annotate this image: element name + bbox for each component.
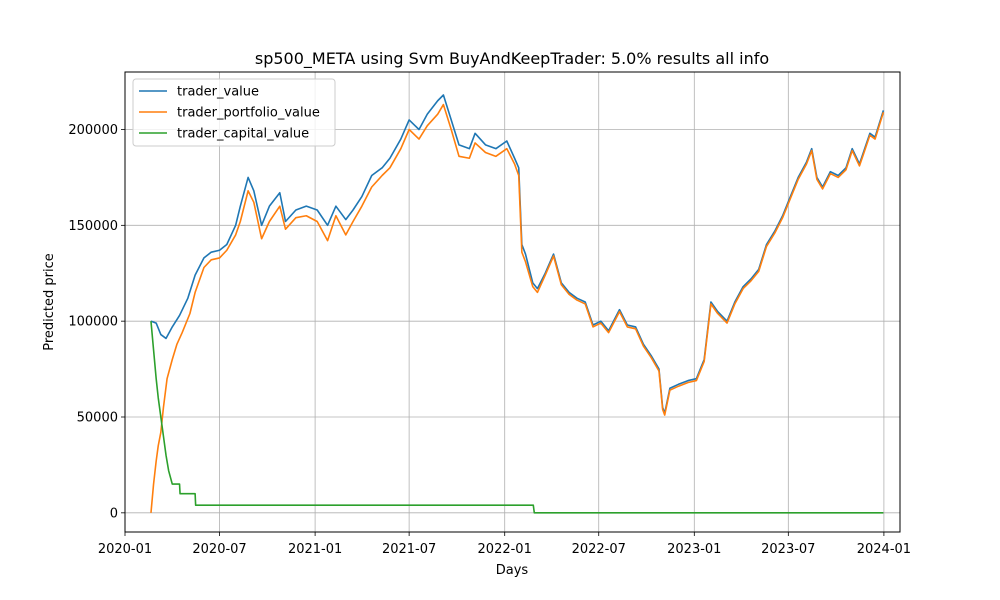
axis-ticks: 2020-01 2020-07 2021-01 2021-07 2022-01 2022-… [68, 123, 911, 557]
y-tick-label: 0 [110, 506, 118, 521]
legend-label-trader-portfolio-value: trader_portfolio_value [177, 106, 320, 121]
x-axis-title: Days [496, 563, 529, 578]
y-tick-label: 200000 [68, 123, 118, 138]
series-line-trader-value [150, 94, 885, 414]
x-tick-label: 2021-01 [288, 542, 342, 557]
y-tick-label: 150000 [68, 219, 118, 234]
x-tick-label: 2022-07 [572, 542, 626, 557]
x-tick-label: 2023-07 [761, 542, 815, 557]
x-tick-label: 2023-01 [667, 542, 721, 557]
legend-label-trader-value: trader_value [177, 85, 259, 100]
legend-box [132, 78, 336, 147]
y-tick-label: 100000 [68, 315, 118, 330]
legend-label-trader-capital-value: trader_capital_value [177, 127, 309, 142]
y-tick-label: 50000 [77, 411, 118, 426]
series-line-trader-capital-value [150, 321, 884, 514]
x-tick-label: 2022-01 [478, 542, 532, 557]
plot-area-frame [124, 71, 901, 533]
chart-title: sp500_META using Svm BuyAndKeepTrader: 5… [255, 49, 769, 69]
x-tick-label: 2020-01 [98, 542, 152, 557]
y-axis-title: Predicted price [42, 253, 57, 351]
legend: trader_value trader_portfolio_valuetrader… [132, 78, 336, 147]
x-tick-label: 2024-01 [857, 542, 911, 557]
x-tick-label: 2020-07 [192, 542, 246, 557]
series-line-trader-portfolio-value [150, 103, 885, 513]
series-lines [150, 94, 885, 514]
x-tick-label: 2021-07 [382, 542, 436, 557]
